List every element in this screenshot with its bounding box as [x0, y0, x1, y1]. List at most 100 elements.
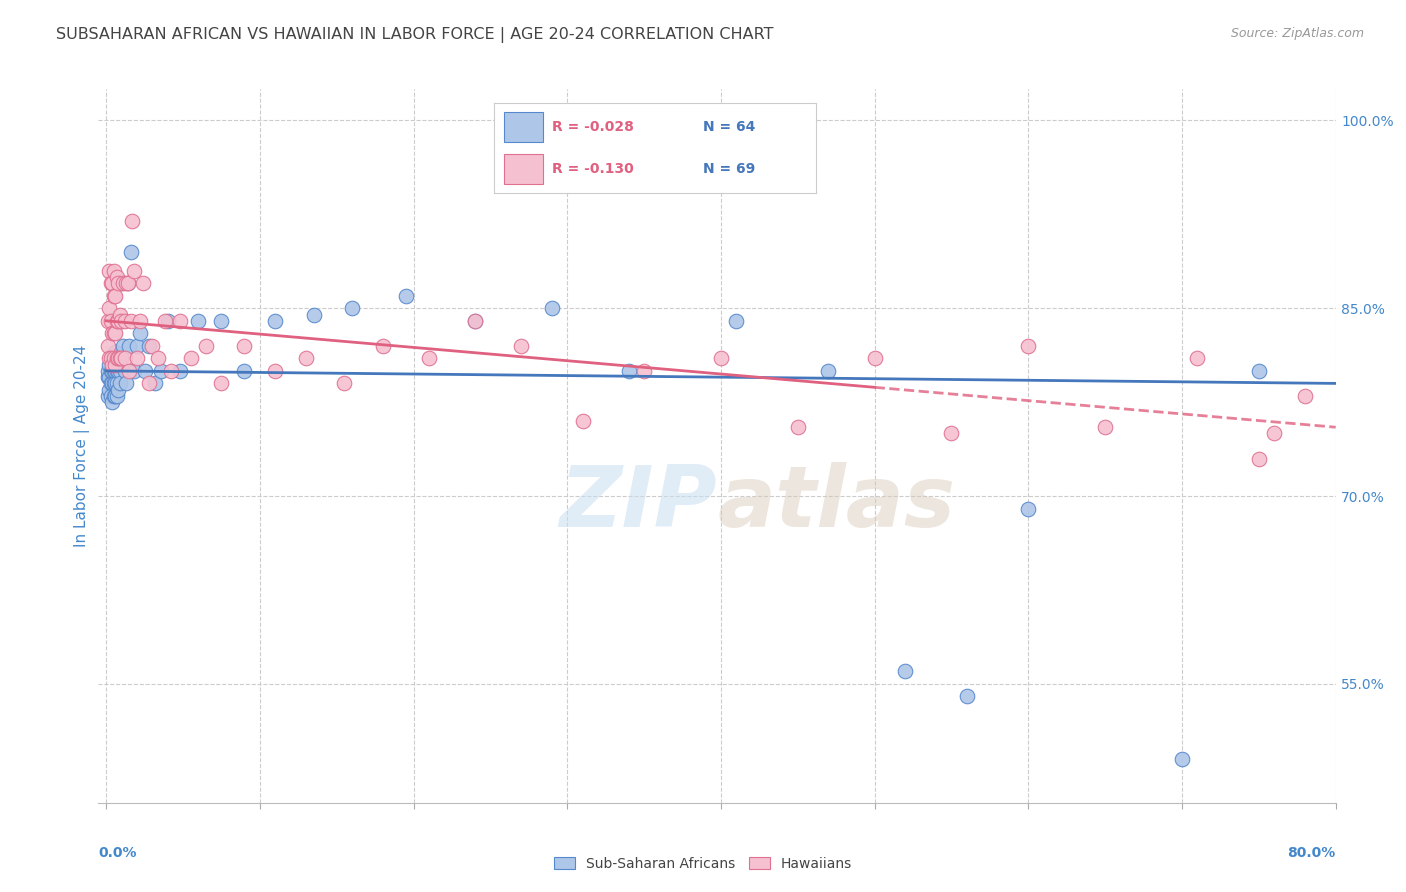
- Point: [105, 364, 128, 378]
- Point: [104, 358, 127, 372]
- Point: [111, 277, 134, 291]
- Point: [120, 314, 142, 328]
- Point: [118, 364, 141, 378]
- Text: atlas: atlas: [717, 461, 955, 545]
- Point: [98, 358, 121, 372]
- Point: [1187, 351, 1209, 366]
- Point: [169, 314, 191, 328]
- Point: [863, 351, 886, 366]
- Point: [98, 383, 121, 397]
- Point: [187, 314, 209, 328]
- Point: [159, 364, 181, 378]
- Point: [104, 364, 127, 378]
- Point: [100, 376, 122, 391]
- Point: [105, 389, 128, 403]
- Legend: Sub-Saharan Africans, Hawaiians: Sub-Saharan Africans, Hawaiians: [548, 851, 858, 876]
- Point: [195, 339, 218, 353]
- Point: [100, 314, 122, 328]
- Point: [295, 351, 318, 366]
- Point: [617, 364, 640, 378]
- Point: [148, 351, 170, 366]
- Point: [233, 339, 256, 353]
- Point: [101, 326, 124, 341]
- Point: [371, 339, 394, 353]
- Point: [209, 314, 232, 328]
- Point: [129, 326, 152, 341]
- Point: [103, 376, 125, 391]
- Point: [101, 277, 124, 291]
- Point: [120, 244, 142, 259]
- Point: [110, 351, 132, 366]
- Point: [115, 277, 138, 291]
- Point: [110, 314, 132, 328]
- Point: [1247, 364, 1270, 378]
- Point: [180, 351, 202, 366]
- Point: [103, 326, 125, 341]
- Point: [98, 264, 121, 278]
- Point: [104, 376, 127, 391]
- Point: [333, 376, 356, 391]
- Point: [264, 364, 287, 378]
- Point: [571, 414, 593, 428]
- Point: [132, 277, 155, 291]
- Point: [117, 277, 139, 291]
- Point: [114, 351, 136, 366]
- Point: [107, 277, 129, 291]
- Point: [105, 270, 128, 285]
- Point: [169, 364, 191, 378]
- Point: [108, 376, 131, 391]
- Text: Source: ZipAtlas.com: Source: ZipAtlas.com: [1230, 27, 1364, 40]
- Point: [121, 213, 143, 227]
- Point: [101, 364, 124, 378]
- Point: [100, 389, 122, 403]
- Point: [418, 351, 440, 366]
- Point: [100, 277, 122, 291]
- Point: [103, 389, 125, 403]
- Point: [110, 314, 132, 328]
- Point: [98, 351, 121, 366]
- Point: [100, 351, 122, 366]
- Point: [97, 339, 120, 353]
- Point: [107, 351, 129, 366]
- Point: [1094, 420, 1116, 434]
- Point: [107, 364, 129, 378]
- Point: [103, 351, 125, 366]
- Point: [100, 364, 122, 378]
- Point: [340, 301, 363, 316]
- Point: [1294, 389, 1316, 403]
- Point: [464, 314, 486, 328]
- Point: [138, 339, 160, 353]
- Point: [233, 364, 256, 378]
- Point: [122, 364, 145, 378]
- Point: [1017, 339, 1039, 353]
- Point: [510, 339, 533, 353]
- Point: [114, 314, 136, 328]
- Point: [97, 370, 120, 384]
- Point: [101, 395, 124, 409]
- Point: [117, 277, 139, 291]
- Point: [105, 314, 128, 328]
- Point: [98, 370, 121, 384]
- Point: [122, 264, 145, 278]
- Point: [97, 364, 120, 378]
- Y-axis label: In Labor Force | Age 20-24: In Labor Force | Age 20-24: [75, 345, 90, 547]
- Point: [1263, 426, 1285, 441]
- Point: [134, 364, 156, 378]
- Point: [115, 376, 138, 391]
- Point: [1017, 501, 1039, 516]
- Point: [104, 345, 127, 359]
- Point: [129, 314, 152, 328]
- Text: SUBSAHARAN AFRICAN VS HAWAIIAN IN LABOR FORCE | AGE 20-24 CORRELATION CHART: SUBSAHARAN AFRICAN VS HAWAIIAN IN LABOR …: [56, 27, 773, 43]
- Text: 0.0%: 0.0%: [98, 846, 136, 860]
- Point: [104, 389, 127, 403]
- Point: [101, 351, 124, 366]
- Point: [104, 326, 127, 341]
- Point: [103, 351, 125, 366]
- Point: [101, 358, 124, 372]
- Point: [103, 264, 125, 278]
- Point: [956, 690, 979, 704]
- Point: [156, 314, 179, 328]
- Point: [143, 376, 166, 391]
- Point: [209, 376, 232, 391]
- Point: [108, 364, 131, 378]
